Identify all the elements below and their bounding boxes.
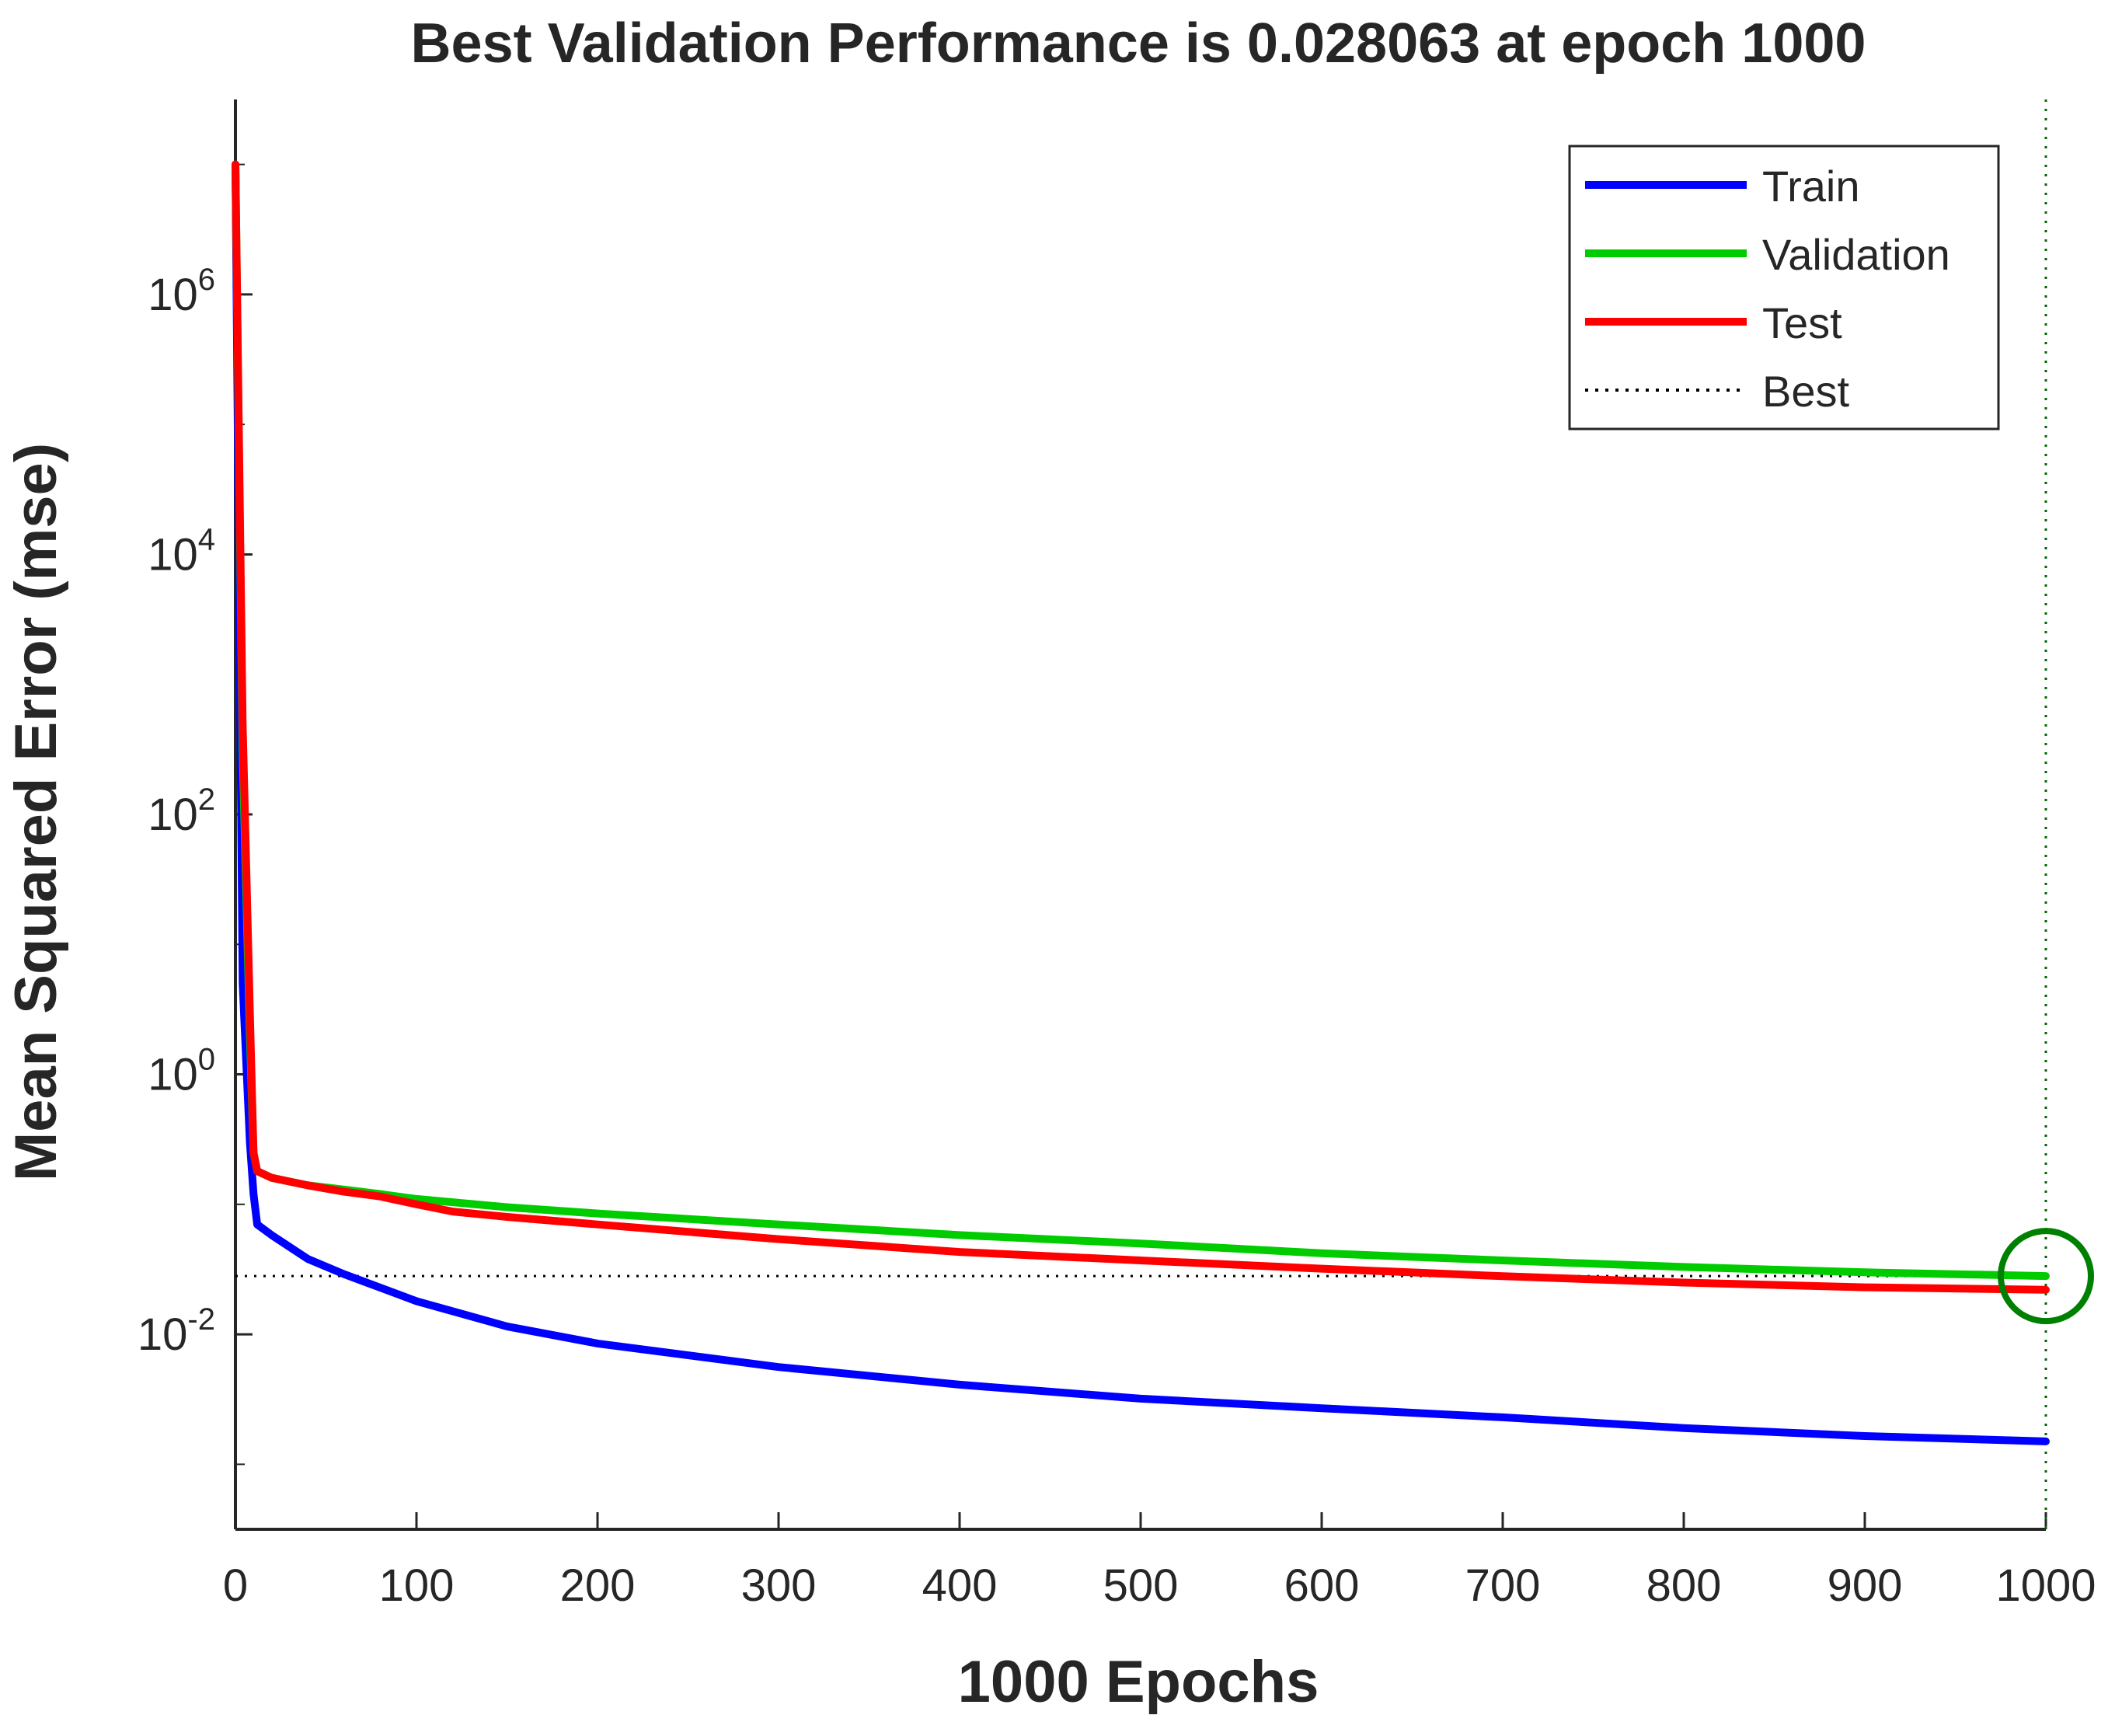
- legend-label-best: Best: [1762, 367, 1849, 416]
- x-tick-label: 600: [1284, 1560, 1360, 1611]
- y-tick-label: 106: [148, 263, 215, 320]
- series-line-train: [232, 160, 2050, 1445]
- legend-box: [1568, 145, 2000, 431]
- axes: 0 100 200 300 400 500 600 700 800 900 1000 106 104 10…: [138, 99, 2096, 1611]
- x-tick-label: 800: [1646, 1560, 1722, 1611]
- series-line-test: [232, 160, 2050, 1294]
- y-axis-label: Mean Squared Error (mse): [3, 443, 69, 1181]
- x-tick-label: 0: [223, 1560, 248, 1611]
- chart-title: Best Validation Performance is 0.028063 …: [411, 12, 1866, 75]
- legend: Train Validation Test Best: [1568, 145, 2000, 431]
- x-tick-label: 900: [1828, 1560, 1903, 1611]
- x-tick-label: 100: [379, 1560, 455, 1611]
- y-tick-label: 102: [148, 783, 215, 840]
- x-tick-label: 700: [1465, 1560, 1541, 1611]
- best-marker-group: [1998, 1228, 2094, 1325]
- best-indicator: [235, 99, 2047, 1529]
- y-tick-label: 10-2: [138, 1302, 215, 1360]
- x-tick-label: 300: [741, 1560, 817, 1611]
- legend-label-test: Test: [1762, 298, 1842, 347]
- y-tick-label: 100: [148, 1043, 215, 1100]
- best-marker: [1998, 1228, 2094, 1325]
- x-tick-label: 200: [560, 1560, 636, 1611]
- x-tick-label: 500: [1103, 1560, 1179, 1611]
- x-tick-label: 400: [922, 1560, 998, 1611]
- series-lines: [232, 160, 2050, 1445]
- x-tick-label: 1000: [1995, 1560, 2096, 1611]
- legend-label-train: Train: [1762, 162, 1860, 211]
- legend-label-validation: Validation: [1762, 230, 1950, 279]
- y-tick-label: 104: [148, 522, 215, 580]
- x-axis-label: 1000 Epochs: [958, 1649, 1319, 1715]
